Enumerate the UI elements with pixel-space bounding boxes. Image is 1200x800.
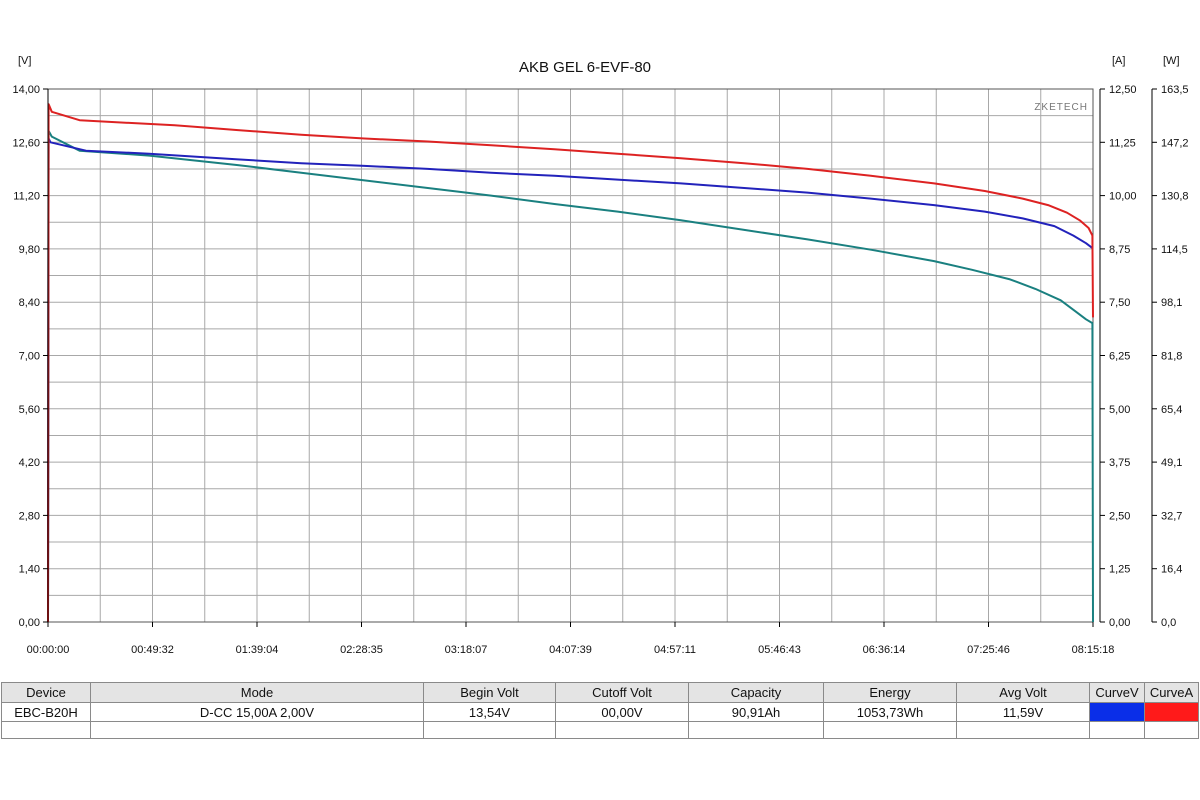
y-left-tick-label: 4,20 — [19, 457, 40, 469]
y-watt-tick-label: 16,4 — [1161, 564, 1182, 576]
chart-title: AKB GEL 6-EVF-80 — [519, 59, 651, 76]
value-energy: 1053,73Wh — [823, 702, 957, 722]
y-left-tick-label: 2,80 — [19, 510, 40, 522]
y-left-tick-label: 11,20 — [13, 191, 40, 203]
amp-unit-label: [A] — [1112, 55, 1125, 67]
header-energy: Energy — [823, 682, 957, 703]
x-tick-label: 00:00:00 — [27, 644, 70, 656]
curve-v-color — [1090, 703, 1144, 721]
series-line-curvea — [47, 103, 1094, 623]
x-tick-label: 01:39:04 — [236, 644, 279, 656]
y-left-tick-label: 1,40 — [19, 564, 40, 576]
value-device: EBC-B20H — [1, 702, 91, 722]
curve-a-swatch[interactable] — [1144, 702, 1199, 722]
y-watt-tick-label: 98,1 — [1161, 297, 1182, 309]
watt-unit-label: [W] — [1163, 55, 1180, 67]
chart-grid — [48, 89, 1093, 622]
series-line-power — [47, 129, 1094, 623]
y-amp-tick-label: 12,50 — [1109, 84, 1137, 96]
header-curve-a: CurveA — [1144, 682, 1199, 703]
axis-ticks: 14,00 12,60 11,20 9,80 8,40 7,00 5,60 4,20 2,80 1… — [12, 84, 1188, 656]
x-tick-label: 02:28:35 — [340, 644, 383, 656]
y-amp-tick-label: 7,50 — [1109, 297, 1130, 309]
y-watt-tick-label: 163,5 — [1161, 84, 1189, 96]
x-tick-label: 07:25:46 — [967, 644, 1010, 656]
header-begin-volt: Begin Volt — [423, 682, 556, 703]
value-mode: D-CC 15,00A 2,00V — [90, 702, 424, 722]
value-begin-volt: 13,54V — [423, 702, 556, 722]
y-amp-tick-label: 6,25 — [1109, 351, 1130, 363]
header-curve-v: CurveV — [1089, 682, 1145, 703]
value-cutoff-volt: 00,00V — [555, 702, 689, 722]
y-amp-tick-label: 10,00 — [1109, 191, 1137, 203]
info-header-row: Device Mode Begin Volt Cutoff Volt Capac… — [1, 682, 1199, 703]
curve-a-color — [1145, 703, 1198, 721]
volt-unit-label: [V] — [18, 55, 31, 67]
x-tick-label: 05:46:43 — [758, 644, 801, 656]
y-amp-tick-label: 2,50 — [1109, 510, 1130, 522]
y-watt-tick-label: 130,8 — [1161, 191, 1189, 203]
y-watt-tick-label: 114,5 — [1161, 244, 1188, 256]
y-watt-tick-label: 49,1 — [1161, 457, 1182, 469]
info-value-row: EBC-B20H D-CC 15,00A 2,00V 13,54V 00,00V… — [1, 702, 1199, 722]
series-line-curvev — [47, 137, 1094, 623]
y-watt-tick-label: 81,8 — [1161, 351, 1182, 363]
y-left-tick-label: 7,00 — [19, 351, 40, 363]
x-tick-label: 00:49:32 — [131, 644, 174, 656]
y-left-tick-label: 14,00 — [12, 84, 40, 96]
watermark: ZKETECH — [1034, 102, 1088, 113]
x-tick-label: 04:57:11 — [654, 644, 696, 656]
chart-series — [47, 103, 1094, 623]
y-amp-tick-label: 11,25 — [1109, 137, 1136, 149]
y-watt-tick-label: 32,7 — [1161, 510, 1182, 522]
y-amp-tick-label: 5,00 — [1109, 404, 1130, 416]
x-tick-label: 08:15:18 — [1072, 644, 1115, 656]
info-table: Device Mode Begin Volt Cutoff Volt Capac… — [1, 682, 1199, 739]
y-watt-tick-label: 0,0 — [1161, 617, 1176, 629]
curve-v-swatch[interactable] — [1089, 702, 1145, 722]
y-amp-tick-label: 1,25 — [1109, 564, 1130, 576]
y-watt-tick-label: 65,4 — [1161, 404, 1182, 416]
header-cutoff-volt: Cutoff Volt — [555, 682, 689, 703]
header-device: Device — [1, 682, 91, 703]
value-capacity: 90,91Ah — [688, 702, 824, 722]
x-tick-label: 06:36:14 — [863, 644, 906, 656]
y-left-tick-label: 12,60 — [12, 137, 40, 149]
y-amp-tick-label: 3,75 — [1109, 457, 1130, 469]
value-avg-volt: 11,59V — [956, 702, 1090, 722]
header-capacity: Capacity — [688, 682, 824, 703]
y-amp-tick-label: 8,75 — [1109, 244, 1130, 256]
header-avg-volt: Avg Volt — [956, 682, 1090, 703]
header-mode: Mode — [90, 682, 424, 703]
y-left-tick-label: 0,00 — [19, 617, 40, 629]
y-left-tick-label: 8,40 — [19, 297, 40, 309]
x-tick-label: 04:07:39 — [549, 644, 592, 656]
chart: 14,00 12,60 11,20 9,80 8,40 7,00 5,60 4,20 2,80 1… — [12, 55, 1188, 656]
y-amp-tick-label: 0,00 — [1109, 617, 1130, 629]
y-watt-tick-label: 147,2 — [1161, 137, 1189, 149]
y-left-tick-label: 9,80 — [19, 244, 40, 256]
x-tick-label: 03:18:07 — [445, 644, 488, 656]
info-empty-row — [1, 721, 1199, 739]
y-left-tick-label: 5,60 — [19, 404, 40, 416]
